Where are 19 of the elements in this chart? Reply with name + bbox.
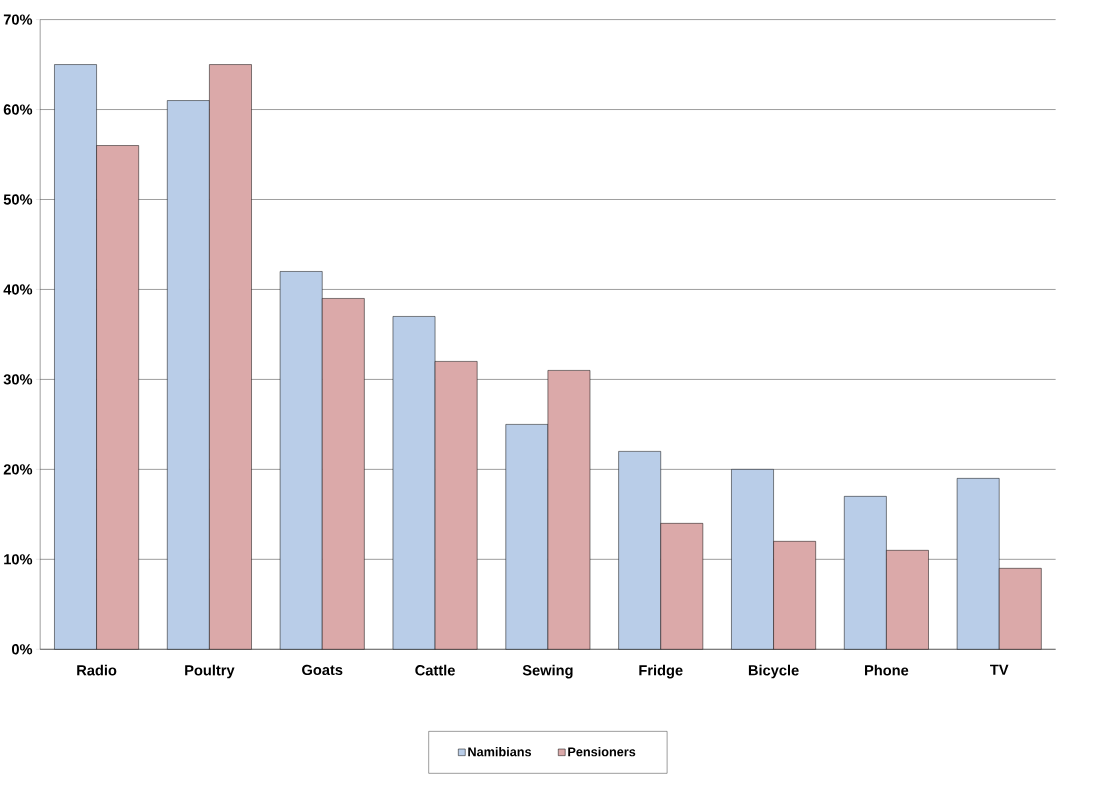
x-tick-label: Cattle [415, 664, 455, 676]
y-tick-label: 10% [4, 553, 33, 565]
x-tick-label: Poultry [185, 664, 235, 679]
x-tick-label: Fridge [639, 664, 683, 679]
y-tick-label: 70% [3, 14, 33, 25]
y-tick-label: 50% [3, 194, 33, 205]
x-tick-label: Sewing [522, 664, 573, 679]
x-tick-label: Goats [302, 664, 343, 675]
x-tick-label: TV [990, 664, 1009, 675]
y-tick-label: 30% [3, 374, 33, 385]
x-tick-label: Bicycle [748, 664, 799, 679]
legend-label: Pensioners [568, 746, 636, 757]
legend-label: Namibians [468, 746, 532, 757]
x-tick-label: Radio [77, 664, 117, 676]
y-tick-label: 20% [3, 464, 33, 475]
y-tick-label: 0% [11, 643, 33, 655]
x-tick-label: Phone [865, 664, 909, 676]
y-tick-label: 60% [3, 104, 33, 115]
y-tick-label: 40% [3, 284, 33, 295]
